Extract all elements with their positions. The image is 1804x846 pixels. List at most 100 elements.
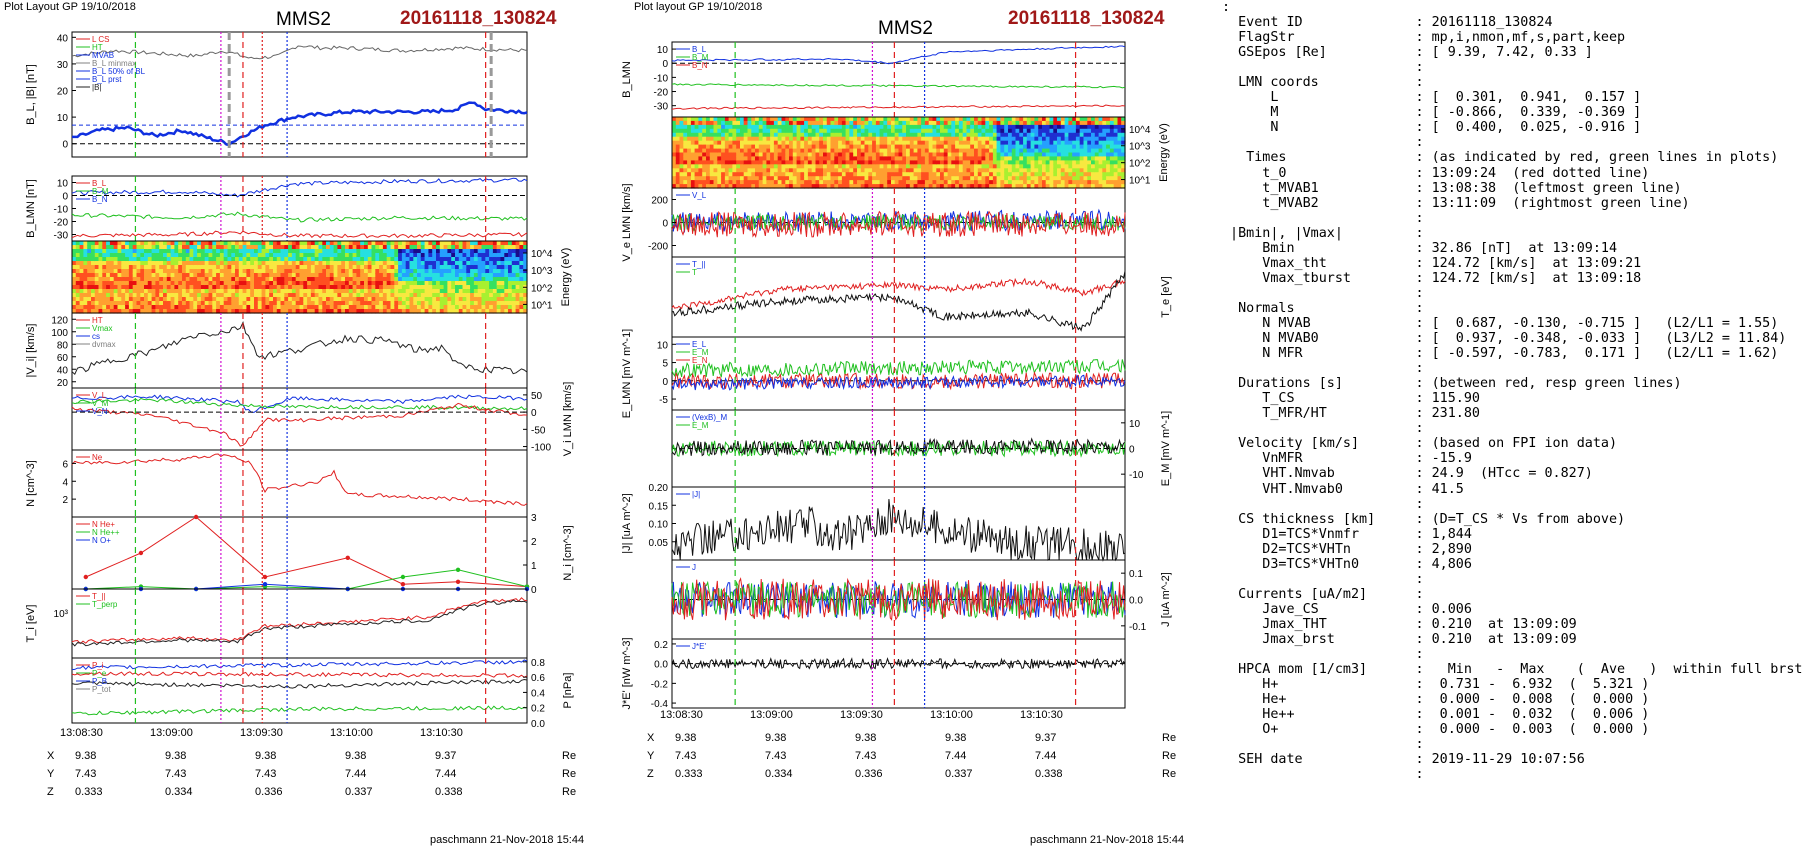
spectrogram-cell xyxy=(125,257,130,262)
spectrogram-cell xyxy=(307,249,312,254)
spectrogram-cell xyxy=(436,301,441,306)
spectrogram-cell xyxy=(401,269,407,274)
spectrogram-cell xyxy=(1064,120,1069,126)
spectrogram-cell xyxy=(159,301,164,306)
spectrogram-cell xyxy=(875,168,881,173)
spectrogram-cell xyxy=(906,124,911,130)
spectrogram-cell xyxy=(299,269,304,274)
spectrogram-cell xyxy=(849,164,854,169)
spectrogram-cell xyxy=(307,289,312,294)
spectrogram-cell xyxy=(451,289,456,294)
spectrogram-cell xyxy=(208,241,213,246)
spectrogram-cell xyxy=(1004,164,1009,169)
spectrogram-cell xyxy=(174,305,179,310)
spectrogram-cell xyxy=(458,253,464,258)
spectrogram-cell xyxy=(732,124,737,130)
spectrogram-cell xyxy=(1042,184,1047,189)
spectrogram-cell xyxy=(789,128,794,134)
spectrogram-cell xyxy=(147,281,153,286)
spectrogram-cell xyxy=(1087,160,1092,165)
spectrogram-cell xyxy=(72,249,77,254)
spectrogram-cell xyxy=(1030,152,1035,157)
spectrogram-cell xyxy=(485,273,490,278)
position-value: 7.43 xyxy=(75,768,97,780)
spectrogram-cell xyxy=(1023,156,1028,161)
spectrogram-cell xyxy=(989,156,994,161)
spectrogram-cell xyxy=(174,249,179,254)
spectrogram-cell xyxy=(200,305,206,310)
spectrogram-cell xyxy=(492,297,498,302)
spectrogram-cell xyxy=(815,128,820,134)
spectrogram-cell xyxy=(1015,152,1020,157)
spectrogram-cell xyxy=(902,140,907,146)
spectrogram-cell xyxy=(781,160,786,165)
spectrogram-cell xyxy=(284,249,289,254)
spectrogram-cell xyxy=(928,172,934,177)
spectrogram-cell xyxy=(436,245,441,250)
spectrogram-cell xyxy=(257,269,263,274)
spectrogram-cell xyxy=(174,273,179,278)
spectrogram-cell xyxy=(280,241,285,246)
spectrogram-cell xyxy=(1015,120,1020,126)
spectrogram-cell xyxy=(883,144,888,150)
info-line: : xyxy=(1415,647,1424,663)
spectrogram-cell xyxy=(1011,152,1017,157)
spectrogram-cell xyxy=(185,253,191,258)
spectrogram-cell xyxy=(698,164,703,169)
spectrogram-cell xyxy=(83,261,88,266)
spectrogram-cell xyxy=(523,281,528,286)
spectrogram-cell xyxy=(830,117,835,122)
position-value: 9.38 xyxy=(855,732,877,744)
spectrogram-cell xyxy=(447,257,452,262)
spectrogram-cell xyxy=(1057,160,1062,165)
spectrogram-cell xyxy=(928,148,934,154)
spectrogram-cell xyxy=(845,152,850,157)
spectrogram-cell xyxy=(375,285,380,290)
spectrogram-cell xyxy=(432,253,437,258)
spectrogram-cell xyxy=(1064,184,1069,189)
spectrogram-cell xyxy=(322,297,327,302)
spectrogram-cell xyxy=(830,160,835,165)
spectrogram-cell xyxy=(1011,168,1017,173)
spectrogram-cell xyxy=(1079,120,1085,126)
spectrogram-cell xyxy=(683,164,688,169)
spectrogram-cell xyxy=(970,128,975,134)
spectrogram-cell xyxy=(345,277,350,282)
spectrogram-cell xyxy=(891,144,896,150)
spectrogram-cell xyxy=(924,168,930,173)
spectrogram-cell xyxy=(504,269,509,274)
spectrogram-cell xyxy=(830,120,835,126)
spectrogram-cell xyxy=(481,281,486,286)
spectrogram-cell xyxy=(781,168,786,173)
spectrogram-cell xyxy=(853,164,858,169)
spectrogram-cell xyxy=(276,297,282,302)
spectrogram-cell xyxy=(1064,117,1069,122)
spectrogram-cell xyxy=(1030,132,1035,138)
spectrogram-cell xyxy=(958,184,964,189)
spectrogram-cell xyxy=(75,273,81,278)
spectrogram-cell xyxy=(405,281,411,286)
spectrogram-cell xyxy=(1053,136,1058,142)
spectrogram-cell xyxy=(977,124,983,130)
spectrogram-cell xyxy=(928,136,934,142)
spectrogram-cell xyxy=(523,277,528,282)
spectrogram-cell xyxy=(128,253,134,258)
spectrogram-cell xyxy=(250,309,255,314)
spectrogram-cell xyxy=(151,253,156,258)
spectrogram-cell xyxy=(1098,117,1103,122)
spectrogram-cell xyxy=(462,265,467,270)
spectrogram-cell xyxy=(265,265,270,270)
spectrogram-cell xyxy=(238,297,244,302)
spectrogram-cell xyxy=(687,160,692,165)
spectrogram-cell xyxy=(853,124,858,130)
spectrogram-cell xyxy=(1113,124,1119,130)
spectrogram-cell xyxy=(672,152,677,157)
series-line xyxy=(71,671,528,678)
spectrogram-cell xyxy=(98,285,103,290)
spectrogram-cell xyxy=(322,265,327,270)
spectrogram-cell xyxy=(1023,176,1028,181)
spectrogram-cell xyxy=(345,269,350,274)
spectrogram-cell xyxy=(1091,117,1096,122)
spectrogram-cell xyxy=(732,140,737,146)
spectrogram-cell xyxy=(455,285,460,290)
